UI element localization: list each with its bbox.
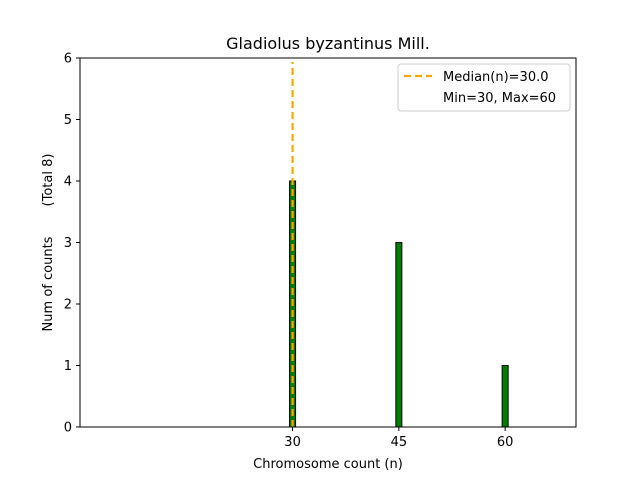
chart-title: Gladiolus byzantinus Mill. [226,34,430,53]
y-axis-label: Num of counts [41,236,56,331]
legend-minmax-label: Min=30, Max=60 [443,91,556,106]
y-tick-label-6: 6 [64,52,72,67]
bars-group [289,180,509,428]
y-axis-total-label: (Total 8) [41,154,56,207]
legend-frame [397,63,571,112]
x-axis-ticks: 30 45 60 [284,427,513,450]
y-tick-label-0: 0 [64,421,72,436]
x-tick-label-30: 30 [284,435,301,450]
legend-median-label: Median(n)=30.0 [443,70,549,85]
y-tick-label-2: 2 [64,298,72,313]
legend: Median(n)=30.0 Min=30, Max=60 [397,63,571,112]
x-tick-label-45: 45 [391,435,408,450]
bar-60 [501,365,509,428]
y-tick-label-5: 5 [64,113,72,128]
y-axis-ticks: 0 1 2 3 4 5 6 [64,52,80,436]
x-tick-label-60: 60 [497,435,514,450]
x-axis-label: Chromosome count (n) [253,457,403,472]
bar-45 [395,242,403,428]
y-tick-label-4: 4 [64,175,72,190]
plot-frame [79,57,577,428]
y-tick-label-1: 1 [64,359,72,374]
y-tick-label-3: 3 [64,236,72,251]
